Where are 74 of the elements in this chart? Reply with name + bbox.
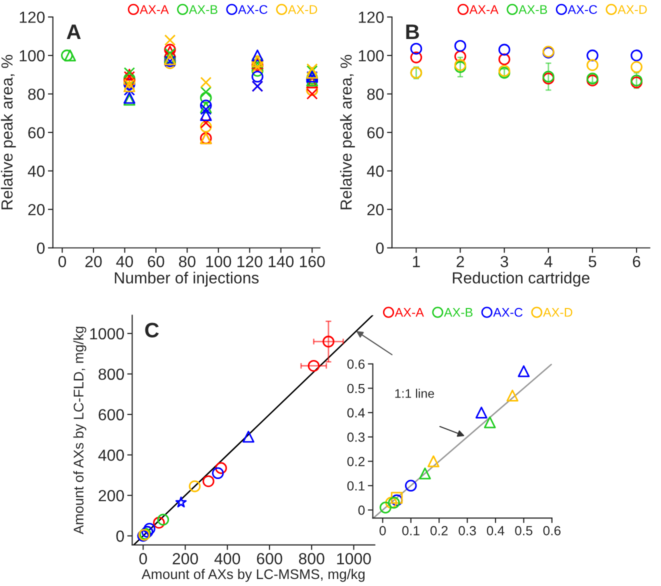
- y-tick-label: 20: [28, 204, 45, 216]
- legend-label: AX-D: [288, 5, 318, 14]
- x-axis-title: Reduction cartridge: [452, 272, 590, 287]
- legend-label: AX-D: [618, 5, 647, 14]
- x-tick-label: 80: [178, 256, 196, 268]
- y-tick-label: 0.1: [347, 481, 365, 491]
- x-tick-label: 0.4: [486, 526, 504, 536]
- x-tick-label: 3: [500, 256, 508, 268]
- y-tick-label: 0.3: [347, 432, 365, 442]
- legend-label: AX-A: [140, 5, 169, 14]
- y-tick-label: 120: [358, 12, 384, 23]
- chart-title: B: [406, 24, 419, 40]
- x-tick-label: 4: [544, 256, 552, 268]
- x-axis-title: Amount of AXs by LC-MSMS, mg/kg: [142, 568, 365, 582]
- legend-label: AX-A: [394, 308, 424, 317]
- y-tick-label: 800: [98, 368, 124, 380]
- y-axis-title: Amount of AXs by LC-FLD, mg/kg: [73, 326, 86, 534]
- legend-label: AX-C: [238, 5, 268, 14]
- legend-label: AX-B: [518, 5, 548, 14]
- x-tick-label: 0: [58, 256, 66, 268]
- y-tick-label: 120: [20, 12, 45, 23]
- x-tick-label: 0: [139, 553, 147, 564]
- y-tick-label: 600: [98, 409, 124, 420]
- x-tick-label: 400: [214, 553, 240, 564]
- y-tick-label: 0: [358, 506, 365, 515]
- y-tick-label: 0.5: [347, 384, 365, 394]
- y-axis-title: Relative peak area, %: [340, 54, 355, 210]
- y-tick-label: 40: [28, 166, 45, 177]
- y-tick-label: 400: [98, 450, 124, 461]
- x-tick-label: 0.6: [543, 526, 561, 536]
- x-tick-label: 0.3: [458, 526, 476, 536]
- legend-label: AX-C: [568, 5, 598, 14]
- y-tick-label: 0: [376, 242, 384, 254]
- chart-title: C: [145, 322, 159, 338]
- y-tick-label: 0.2: [347, 456, 365, 466]
- y-tick-label: 1000: [90, 328, 124, 340]
- x-tick-label: 6: [632, 256, 640, 268]
- legend-label: AX-A: [469, 5, 498, 14]
- chart-title: A: [66, 24, 81, 40]
- x-tick-label: 600: [256, 553, 282, 564]
- x-tick-label: 20: [85, 256, 102, 268]
- y-tick-label: 200: [98, 490, 124, 502]
- x-tick-label: 140: [268, 256, 294, 268]
- y-tick-label: 40: [366, 166, 384, 177]
- x-tick-label: 160: [300, 256, 325, 268]
- legend-label: AX-B: [188, 5, 218, 14]
- x-tick-label: 800: [298, 553, 324, 564]
- x-tick-label: 2: [456, 256, 464, 268]
- y-tick-label: 20: [367, 204, 384, 216]
- x-tick-label: 1: [412, 256, 420, 268]
- x-axis-title: Number of injections: [114, 272, 259, 287]
- annotation: 1:1 line: [395, 388, 434, 398]
- y-tick-label: 80: [367, 88, 384, 100]
- x-tick-label: 0.2: [430, 526, 448, 536]
- x-tick-label: 0.5: [515, 526, 532, 536]
- y-tick-label: 0: [36, 242, 45, 254]
- y-tick-label: 60: [28, 127, 45, 138]
- legend-label: AX-B: [444, 308, 472, 317]
- x-tick-label: 120: [238, 256, 262, 268]
- x-tick-label: 200: [172, 553, 198, 564]
- y-tick-label: 80: [28, 88, 45, 100]
- x-tick-label: 5: [588, 256, 596, 268]
- y-tick-label: 0.4: [347, 408, 365, 418]
- y-tick-label: 0.6: [347, 359, 365, 369]
- x-tick-label: 60: [148, 256, 164, 268]
- y-tick-label: 60: [367, 127, 384, 138]
- y-tick-label: 100: [20, 50, 45, 62]
- x-tick-label: 0.1: [402, 526, 420, 536]
- y-tick-label: 100: [358, 50, 384, 62]
- x-tick-label: 100: [206, 256, 232, 268]
- legend-label: AX-D: [543, 308, 572, 317]
- legend-label: AX-C: [493, 308, 523, 317]
- x-tick-label: 40: [116, 256, 133, 268]
- y-axis-title: Relative peak area, %: [0, 54, 16, 210]
